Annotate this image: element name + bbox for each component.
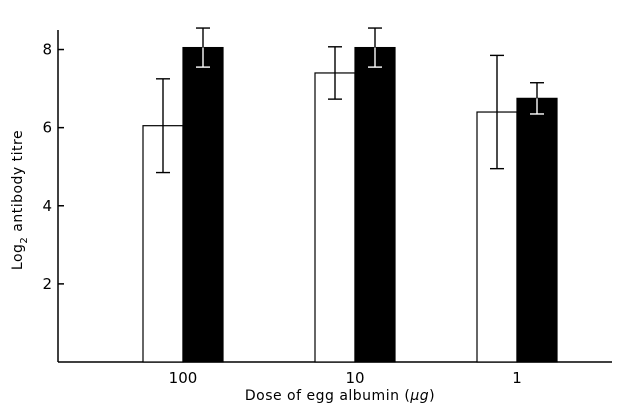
- x-tick-label: 1: [512, 369, 522, 387]
- bar-series-2-100: [182, 46, 224, 363]
- x-tick-label: 100: [169, 369, 198, 387]
- x-axis-title: Dose of egg albumin (μg): [245, 388, 435, 404]
- bar-series-2-1: [516, 97, 558, 363]
- error-bars-group: [156, 27, 544, 174]
- y-tick-label: 4: [42, 197, 52, 215]
- y-tick-label: 6: [42, 119, 52, 137]
- y-axis: 2 4 6 8: [42, 30, 64, 362]
- bars-group: [142, 46, 558, 363]
- y-tick-label: 2: [42, 275, 52, 293]
- x-tick-label: 10: [345, 369, 364, 387]
- y-tick-label: 8: [42, 41, 52, 59]
- bar-series-2-10: [354, 46, 396, 363]
- x-tick-labels: 100 10 1: [169, 369, 522, 387]
- bar-series-1-10: [314, 72, 356, 363]
- y-axis-title: Log2 antibody titre: [10, 130, 30, 270]
